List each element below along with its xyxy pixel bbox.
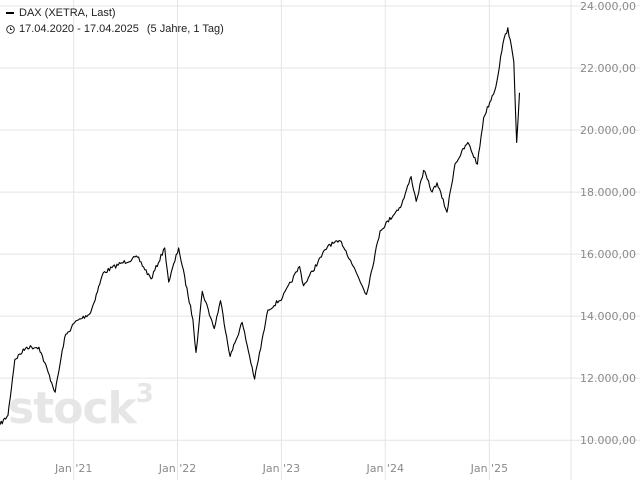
horizontal-gridlines (0, 5, 640, 441)
watermark-text: stock (8, 383, 137, 434)
legend-period-row: 17.04.2020 - 17.04.2025 (5 Jahre, 1 Tag) (6, 21, 224, 37)
series-line-dax (0, 27, 521, 425)
y-tick-label: 16.000,00 (580, 248, 636, 261)
y-tick-label: 10.000,00 (580, 434, 636, 447)
series-swatch-icon (6, 12, 14, 14)
legend-date-range: 17.04.2020 - 17.04.2025 (19, 23, 139, 35)
y-tick-label: 12.000,00 (580, 372, 636, 385)
x-tick-label: Jan '25 (470, 462, 508, 475)
vertical-gridlines (73, 0, 490, 480)
legend-series-name: DAX (XETRA, Last) (19, 7, 116, 19)
y-tick-label: 20.000,00 (580, 124, 636, 137)
y-tick-label: 18.000,00 (580, 186, 636, 199)
y-tick-label: 14.000,00 (580, 310, 636, 323)
legend-series-row: DAX (XETRA, Last) (6, 5, 224, 21)
x-axis-tick-labels: Jan '21 Jan '22 Jan '23 Jan '24 Jan '25 (54, 462, 508, 475)
watermark-logo: stock3 (8, 379, 154, 434)
y-tick-label: 24.000,00 (580, 0, 636, 13)
y-tick-label: 22.000,00 (580, 62, 636, 75)
x-tick-label: Jan '21 (54, 462, 92, 475)
watermark-sup: 3 (135, 379, 154, 409)
clock-icon (6, 24, 15, 34)
x-tick-label: Jan '23 (262, 462, 300, 475)
y-axis-tick-labels: 10.000,00 12.000,00 14.000,00 16.000,00 18.0… (580, 0, 636, 447)
x-tick-label: Jan '22 (158, 462, 196, 475)
x-tick-label: Jan '24 (365, 462, 403, 475)
legend-period: (5 Jahre, 1 Tag) (146, 23, 224, 35)
chart-legend: DAX (XETRA, Last) 17.04.2020 - 17.04.202… (6, 5, 224, 37)
